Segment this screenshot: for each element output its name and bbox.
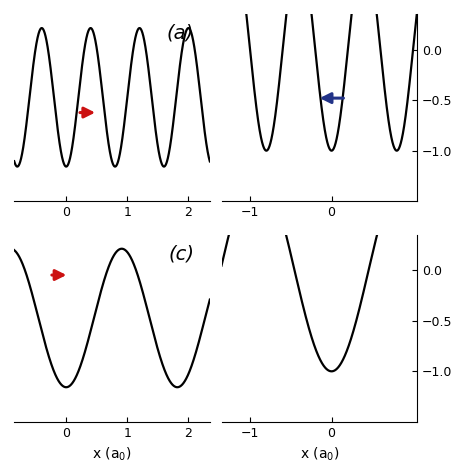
X-axis label: x (a$_0$): x (a$_0$)	[300, 445, 339, 463]
Text: (a): (a)	[167, 24, 194, 43]
X-axis label: x (a$_0$): x (a$_0$)	[92, 445, 132, 463]
Text: (c): (c)	[168, 244, 194, 263]
